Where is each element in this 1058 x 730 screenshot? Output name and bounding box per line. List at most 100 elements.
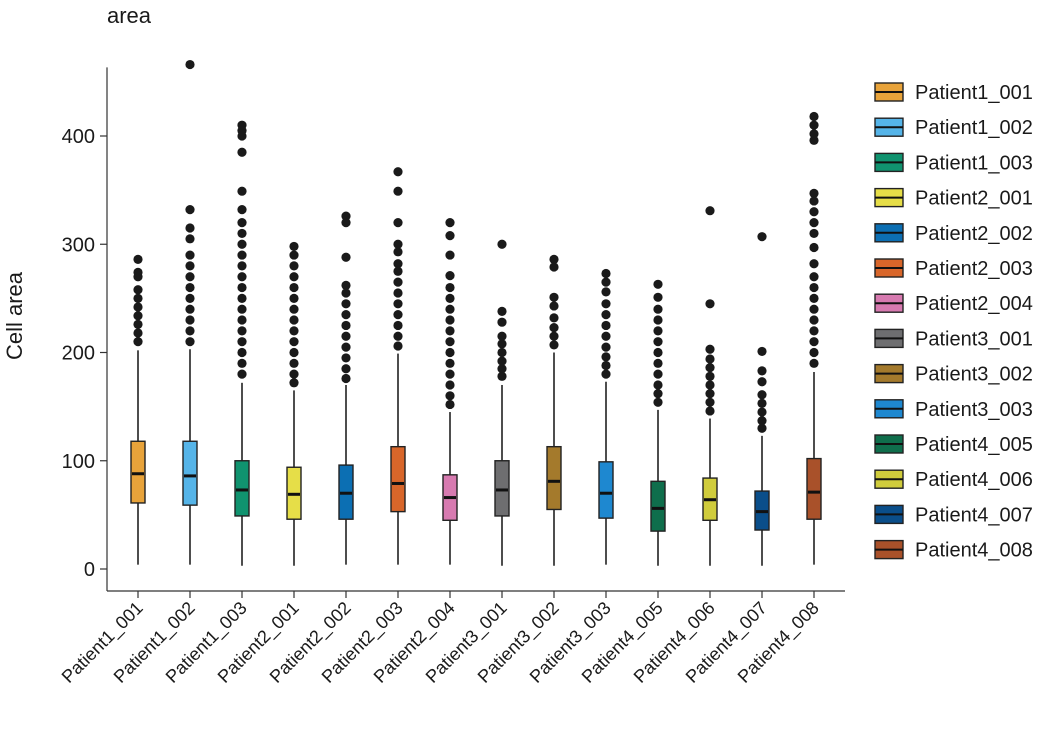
legend-label: Patient2_003 — [915, 258, 1033, 280]
outlier-point — [809, 111, 819, 122]
outlier-point — [601, 352, 611, 362]
outlier-point — [289, 326, 299, 336]
outlier-point — [757, 366, 767, 376]
legend-label: Patient4_008 — [915, 540, 1033, 562]
outlier-point — [809, 120, 819, 130]
outlier-point — [809, 188, 819, 198]
outlier-point — [601, 277, 611, 287]
legend-label: Patient2_004 — [915, 293, 1033, 315]
outlier-point — [185, 282, 195, 293]
outlier-point — [341, 320, 351, 331]
legend-label: Patient2_002 — [915, 223, 1033, 245]
outlier-point — [237, 315, 247, 325]
outlier-point — [237, 326, 247, 336]
outlier-point — [185, 250, 195, 260]
box-group — [598, 268, 614, 565]
outlier-point — [757, 407, 767, 417]
outlier-point — [341, 342, 351, 352]
y-tick-label: 100 — [62, 451, 95, 473]
outlier-point — [445, 230, 455, 241]
box-group — [130, 254, 146, 565]
outlier-point — [809, 282, 819, 293]
outlier-point — [705, 344, 715, 354]
outlier-point — [237, 218, 247, 228]
outlier-point — [653, 380, 663, 390]
outlier-point — [289, 282, 299, 293]
legend-item: Patient1_003 — [874, 152, 1033, 174]
outlier-point — [705, 397, 715, 407]
outlier-point — [133, 337, 143, 347]
outlier-point — [809, 218, 819, 228]
outlier-point — [445, 315, 455, 325]
outlier-point — [497, 306, 507, 316]
axes: 0 100 200 300 400 — [62, 67, 845, 592]
outlier-point — [393, 239, 403, 249]
box-iqr — [806, 457, 822, 520]
outlier-point — [445, 358, 455, 368]
box-iqr — [650, 480, 666, 532]
outlier-point — [237, 337, 247, 347]
outlier-point — [185, 315, 195, 325]
outlier-point — [497, 331, 507, 341]
outlier-point — [289, 250, 299, 260]
outlier-point — [393, 167, 403, 177]
outlier-point — [185, 261, 195, 271]
outlier-point — [445, 304, 455, 314]
outlier-point — [133, 302, 143, 312]
box-iqr — [598, 461, 614, 519]
outlier-point — [549, 292, 559, 302]
outlier-point — [237, 228, 247, 239]
outlier-point — [653, 337, 663, 347]
legend-label: Patient4_005 — [915, 434, 1033, 456]
outlier-point — [653, 389, 663, 399]
outlier-point — [133, 293, 143, 303]
outlier-point — [809, 228, 819, 239]
outlier-point — [185, 59, 195, 70]
legend-item: Patient4_008 — [874, 540, 1033, 562]
outlier-point — [757, 398, 767, 408]
outlier-point — [705, 406, 715, 416]
outlier-point — [237, 261, 247, 271]
outlier-point — [549, 331, 559, 341]
legend-item: Patient2_001 — [874, 188, 1033, 210]
legend-item: Patient3_001 — [874, 328, 1033, 350]
legend-item: Patient3_002 — [874, 364, 1033, 386]
outlier-point — [185, 223, 195, 233]
outlier-point — [289, 272, 299, 282]
outlier-point — [393, 247, 403, 257]
outlier-point — [809, 259, 819, 269]
legend-label: Patient2_001 — [915, 188, 1033, 210]
outlier-point — [549, 340, 559, 350]
outlier-point — [705, 299, 715, 309]
outlier-point — [237, 358, 247, 368]
outlier-point — [393, 341, 403, 351]
outlier-point — [341, 252, 351, 262]
outlier-point — [237, 250, 247, 260]
outlier-point — [497, 339, 507, 349]
outlier-point — [549, 313, 559, 323]
outlier-point — [809, 135, 819, 145]
outlier-point — [393, 310, 403, 320]
outlier-point — [289, 337, 299, 347]
outlier-point — [393, 259, 403, 269]
y-tick-label: 400 — [62, 126, 95, 148]
outlier-point — [601, 360, 611, 371]
legend-item: Patient1_001 — [874, 82, 1033, 104]
outlier-point — [341, 299, 351, 309]
outlier-point — [289, 293, 299, 303]
outlier-point — [445, 380, 455, 390]
outlier-point — [289, 369, 299, 379]
outlier-point — [185, 272, 195, 282]
outlier-point — [601, 369, 611, 379]
outlier-point — [185, 304, 195, 314]
box-iqr — [546, 445, 562, 511]
outlier-point — [393, 218, 403, 228]
outlier-point — [809, 358, 819, 368]
legend-item: Patient2_003 — [874, 258, 1033, 280]
outlier-point — [237, 205, 247, 215]
outlier-point — [601, 320, 611, 331]
outlier-point — [497, 239, 507, 249]
outlier-point — [133, 328, 143, 338]
outlier-point — [757, 423, 767, 433]
outlier-point — [809, 293, 819, 303]
